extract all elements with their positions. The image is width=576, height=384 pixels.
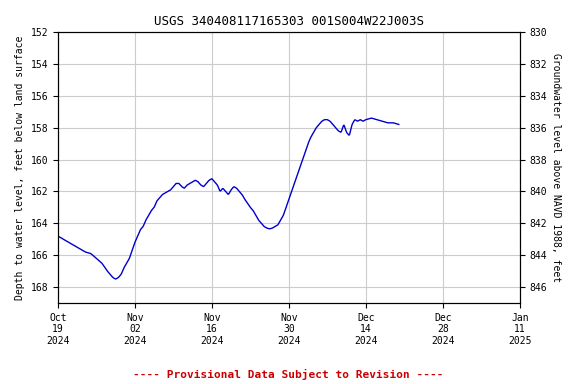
Y-axis label: Groundwater level above NAVD 1988, feet: Groundwater level above NAVD 1988, feet (551, 53, 561, 282)
Text: ---- Provisional Data Subject to Revision ----: ---- Provisional Data Subject to Revisio… (132, 369, 444, 380)
Y-axis label: Depth to water level, feet below land surface: Depth to water level, feet below land su… (15, 35, 25, 300)
Title: USGS 340408117165303 001S004W22J003S: USGS 340408117165303 001S004W22J003S (154, 15, 424, 28)
